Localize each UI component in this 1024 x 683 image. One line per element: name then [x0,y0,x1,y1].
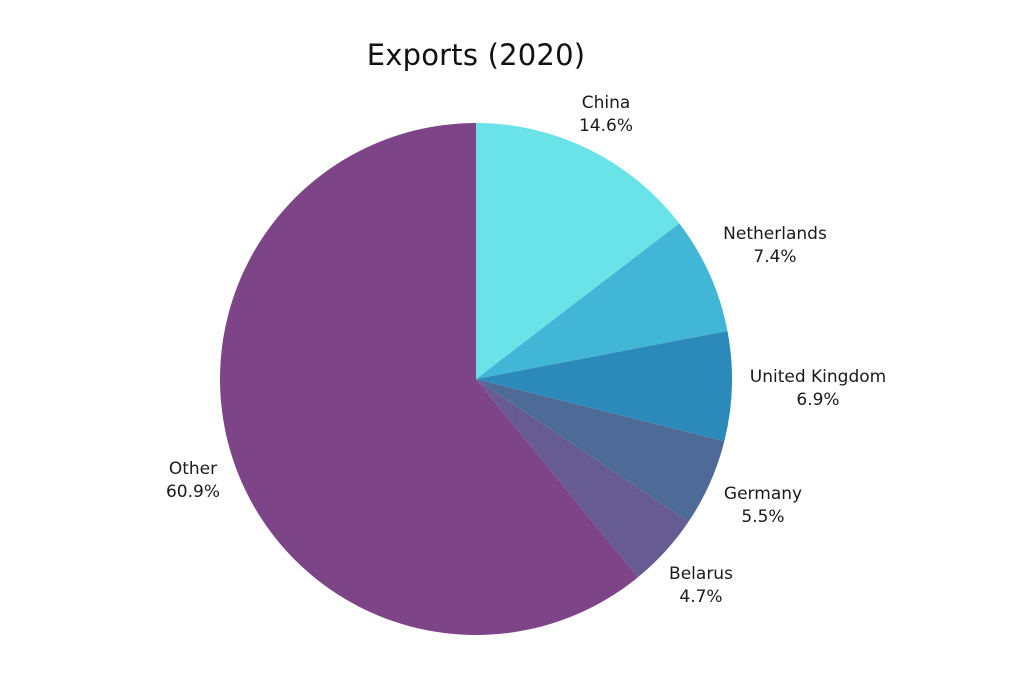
label-netherlands-pct: 7.4% [753,247,797,267]
pie-slice-other [219,123,638,635]
label-germany-pct: 5.5% [741,507,785,527]
pie-slice-belarus [476,379,689,578]
label-china-pct: 14.6% [578,116,634,136]
label-netherlands: Netherlands 7.4% [723,223,827,269]
pie-slice-united-kingdom [476,331,732,442]
label-other: Other 60.9% [166,458,220,504]
label-belarus-name: Belarus [669,564,733,584]
label-united-kingdom: United Kingdom 6.9% [750,366,886,412]
pie-slice-china [476,123,680,379]
label-other-name: Other [168,459,218,479]
chart-title: Exports (2020) [366,38,586,72]
label-germany-name: Germany [723,484,803,504]
label-netherlands-name: Netherlands [723,224,827,244]
label-germany: Germany 5.5% [724,483,802,529]
label-belarus: Belarus 4.7% [669,563,733,609]
label-united-kingdom-pct: 6.9% [796,390,840,410]
label-china: China 14.6% [579,92,633,138]
label-china-name: China [581,93,631,113]
label-other-pct: 60.9% [165,482,221,502]
label-belarus-pct: 4.7% [679,587,723,607]
pie-slice-netherlands [476,223,728,379]
label-united-kingdom-name: United Kingdom [749,367,887,387]
pie-slice-germany [476,379,725,522]
